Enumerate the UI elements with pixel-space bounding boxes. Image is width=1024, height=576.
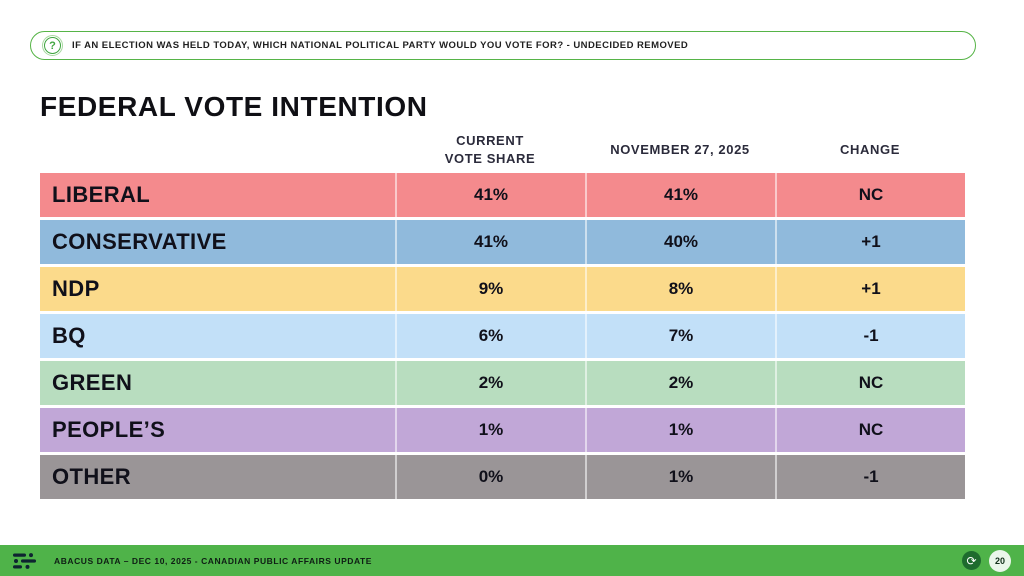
current-vote-share: 0% (395, 455, 585, 499)
change-value: -1 (775, 314, 965, 358)
question-banner: ? IF AN ELECTION WAS HELD TODAY, WHICH N… (30, 31, 976, 60)
previous-vote-share: 40% (585, 220, 775, 264)
previous-vote-share: 7% (585, 314, 775, 358)
vote-intention-table: CURRENT VOTE SHARE NOVEMBER 27, 2025 CHA… (40, 127, 965, 502)
party-name: CONSERVATIVE (52, 229, 227, 254)
page-title: FEDERAL VOTE INTENTION (40, 91, 428, 122)
footer-bar: ABACUS DATA – DEC 10, 2025 - CANADIAN PU… (0, 545, 1024, 576)
table-header-row: CURRENT VOTE SHARE NOVEMBER 27, 2025 CHA… (40, 127, 965, 173)
table-row: CONSERVATIVE 41% 40% +1 (40, 220, 965, 264)
change-value: NC (775, 173, 965, 217)
current-vote-share: 6% (395, 314, 585, 358)
header-change: CHANGE (840, 142, 900, 158)
previous-vote-share: 2% (585, 361, 775, 405)
header-november-27-2025: NOVEMBER 27, 2025 (610, 142, 750, 158)
header-party-spacer (40, 127, 395, 173)
change-value: +1 (775, 220, 965, 264)
previous-vote-share: 1% (585, 455, 775, 499)
party-name: OTHER (52, 464, 131, 489)
party-name: BQ (52, 323, 86, 348)
previous-vote-share: 8% (585, 267, 775, 311)
page-number-badge: 20 (989, 549, 1011, 572)
table-row: BQ 6% 7% -1 (40, 314, 965, 358)
table-row: LIBERAL 41% 41% NC (40, 173, 965, 217)
current-vote-share: 9% (395, 267, 585, 311)
current-vote-share: 1% (395, 408, 585, 452)
change-value: -1 (775, 455, 965, 499)
table-row: OTHER 0% 1% -1 (40, 455, 965, 499)
table-row: NDP 9% 8% +1 (40, 267, 965, 311)
question-banner-text: IF AN ELECTION WAS HELD TODAY, WHICH NAT… (72, 40, 689, 51)
change-value: NC (775, 408, 965, 452)
change-value: +1 (775, 267, 965, 311)
current-vote-share: 2% (395, 361, 585, 405)
header-current-vote-share: CURRENT VOTE SHARE (444, 133, 536, 166)
current-vote-share: 41% (395, 173, 585, 217)
question-mark-icon: ? (42, 35, 63, 56)
cycle-logo-icon: ⟳ (962, 551, 981, 570)
abacus-data-logo-icon (13, 552, 43, 569)
change-value: NC (775, 361, 965, 405)
current-vote-share: 41% (395, 220, 585, 264)
party-name: LIBERAL (52, 182, 151, 207)
footer-text: ABACUS DATA – DEC 10, 2025 - CANADIAN PU… (54, 555, 373, 566)
previous-vote-share: 1% (585, 408, 775, 452)
footer-right-group: ⟳ 20 (962, 549, 1011, 572)
party-name: GREEN (52, 370, 133, 395)
previous-vote-share: 41% (585, 173, 775, 217)
party-name: NDP (52, 276, 100, 301)
table-row: GREEN 2% 2% NC (40, 361, 965, 405)
party-name: PEOPLE’S (52, 417, 166, 442)
table-row: PEOPLE’S 1% 1% NC (40, 408, 965, 452)
